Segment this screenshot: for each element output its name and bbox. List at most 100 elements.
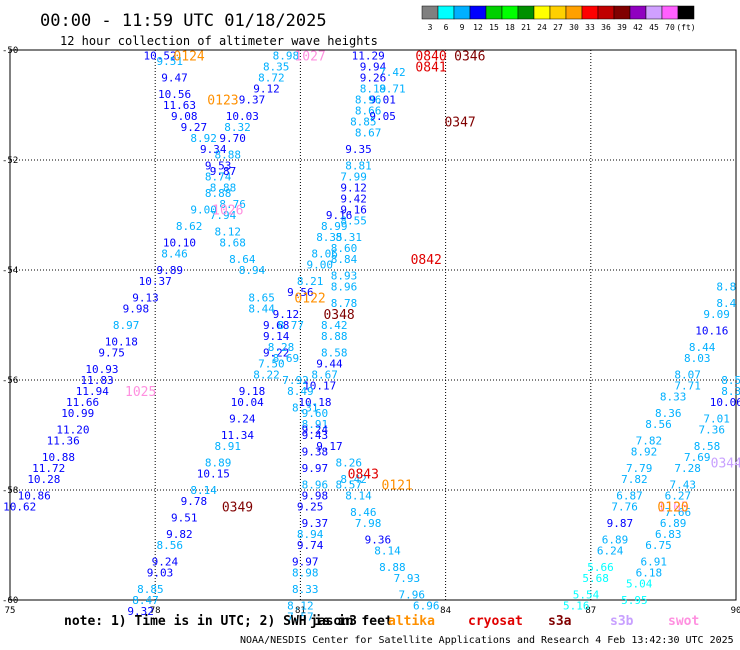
- pass-time-label: 0344: [711, 457, 740, 472]
- swh-value: 8.98: [292, 567, 319, 580]
- swh-value: 8.5: [721, 374, 740, 387]
- swh-value: 9.89: [156, 264, 183, 277]
- swh-value: 8.19: [360, 83, 387, 96]
- colorbar-label: 15: [489, 23, 499, 32]
- swh-value: 9.87: [607, 517, 634, 530]
- swh-value: 8.14: [374, 545, 401, 558]
- swh-value: 11.83: [81, 374, 114, 387]
- swh-value: 7.66: [665, 506, 692, 519]
- swh-value: 10.03: [226, 110, 259, 123]
- footer-credit: NOAA/NESDIS Center for Satellite Applica…: [240, 635, 734, 646]
- swh-value: 9.26: [360, 72, 387, 85]
- swh-value: 8.89: [205, 457, 232, 470]
- swh-value: 7.69: [684, 451, 711, 464]
- swh-value: 11.29: [352, 50, 385, 63]
- swh-value: 8.84: [331, 253, 358, 266]
- swh-value: 9.12: [340, 182, 367, 195]
- swh-value: 8.67: [355, 127, 382, 140]
- colorbar-label: 6: [444, 23, 449, 32]
- swh-value: 8.36: [655, 407, 682, 420]
- swh-value: 9.05: [369, 110, 396, 123]
- note-text: note: 1) Time is in UTC; 2) SWH is in fe…: [64, 614, 393, 629]
- swh-value: 9.70: [219, 132, 246, 145]
- swh-value: 8.98: [273, 50, 300, 63]
- swh-value: 8.47: [132, 594, 159, 607]
- swh-value: 6.87: [616, 490, 643, 503]
- swh-value: 10.18: [105, 336, 138, 349]
- swh-value: 8.62: [176, 220, 203, 233]
- swh-value: 8.31: [292, 402, 319, 415]
- colorbar-swatch: [613, 5, 631, 20]
- swh-value: 9.25: [297, 501, 324, 514]
- swh-value: 11.34: [221, 429, 254, 442]
- swh-value: 8.78: [331, 297, 358, 310]
- swh-value: 9.82: [166, 528, 193, 541]
- swh-value: 9.37: [239, 94, 266, 107]
- pass-labels: 0124 0123 1027 1026 1025 0840 0346 0841 0347 0842…: [125, 50, 740, 516]
- swh-value: 9.47: [161, 72, 188, 85]
- swh-value: 9.14: [263, 330, 290, 343]
- swh-value: 7.82: [636, 435, 663, 448]
- swh-value: 8.44: [248, 303, 275, 316]
- swh-value: 10.10: [163, 237, 196, 250]
- swh-value: 6.27: [665, 490, 692, 503]
- swh-value: 9.43: [302, 429, 329, 442]
- x-tick-label: 78: [150, 606, 161, 616]
- swh-value: 11.20: [56, 424, 89, 437]
- pass-time-label: 1025: [125, 385, 156, 400]
- swh-value: 8.49: [287, 385, 314, 398]
- swh-value: 9.97: [302, 462, 329, 475]
- swh-value: 5.66: [587, 561, 614, 574]
- pass-time-label: 0347: [444, 116, 475, 131]
- swh-value: 6.89: [660, 517, 687, 530]
- pass-time-label: 0843: [348, 468, 379, 483]
- swh-value: 8.91: [215, 440, 242, 453]
- colorbar-swatch: [453, 5, 471, 20]
- swh-value: 8.64: [229, 253, 256, 266]
- y-tick-label: -58: [2, 486, 18, 496]
- x-tick-label: 84: [440, 606, 451, 616]
- swh-value: 6.75: [645, 539, 672, 552]
- colorbar-label: (ft): [676, 23, 695, 32]
- swh-value: 9.51: [156, 55, 183, 68]
- swh-value: 9.94: [360, 61, 387, 74]
- swh-value: 8.96: [355, 94, 382, 107]
- colorbar-swatch: [645, 5, 663, 20]
- swh-value: 7.28: [674, 462, 701, 475]
- pass-time-label: 0121: [382, 479, 413, 494]
- swh-value: 8.3: [721, 385, 740, 398]
- swh-value: 11.63: [163, 99, 196, 112]
- colorbar-swatch: [629, 5, 647, 20]
- swh-value: 10.37: [139, 275, 172, 288]
- swh-value: 8.44: [689, 341, 716, 354]
- colorbar-swatch: [501, 5, 519, 20]
- swh-value: 7.57: [287, 611, 314, 624]
- swh-value: 9.13: [132, 292, 159, 305]
- swh-value: 8.33: [292, 583, 319, 596]
- swh-value: 8.77: [277, 319, 304, 332]
- swh-value: 10.52: [143, 50, 176, 63]
- swh-value: 9.18: [239, 385, 266, 398]
- swh-value: 6.83: [655, 528, 682, 541]
- swh-value: 8.07: [674, 369, 701, 382]
- swh-value: 8.4: [716, 297, 736, 310]
- colorbar-swatch: [469, 5, 487, 20]
- swh-value: 9.08: [171, 110, 198, 123]
- swh-value: 9.97: [292, 556, 319, 569]
- swh-value: 8.72: [258, 72, 285, 85]
- colorbar-label: 70: [665, 23, 675, 32]
- y-tick-label: -50: [2, 46, 18, 56]
- swh-value: 9.01: [369, 94, 396, 107]
- swh-value: 8.94: [297, 528, 324, 541]
- colorbar-label: 45: [649, 23, 659, 32]
- swh-value: 9.53: [205, 160, 232, 173]
- swh-value: 9.87: [210, 165, 237, 178]
- swh-value: 8.85: [350, 116, 377, 129]
- x-tick-label: 87: [585, 606, 596, 616]
- swh-value: 9.16: [340, 204, 367, 217]
- swh-value: 8.60: [331, 242, 358, 255]
- swh-value: 7.93: [394, 572, 421, 585]
- swh-value: 11.66: [66, 396, 99, 409]
- swh-value: 8.42: [321, 319, 348, 332]
- swh-value: 8.99: [321, 220, 348, 233]
